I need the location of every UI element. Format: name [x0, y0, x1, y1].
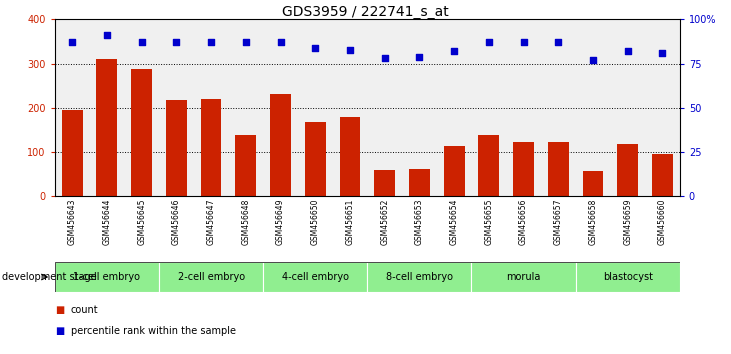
Bar — [409, 169, 430, 196]
Point — [379, 56, 390, 61]
Text: 4-cell embryo: 4-cell embryo — [281, 272, 349, 282]
Bar — [61, 110, 83, 196]
Point — [553, 40, 564, 45]
Text: development stage: development stage — [2, 272, 96, 282]
Point — [170, 40, 182, 45]
Text: GSM456652: GSM456652 — [380, 199, 389, 245]
Text: GSM456657: GSM456657 — [554, 199, 563, 245]
Bar — [374, 170, 395, 196]
Point — [656, 50, 668, 56]
Point — [67, 40, 78, 45]
Text: 2-cell embryo: 2-cell embryo — [178, 272, 245, 282]
Bar — [471, 262, 575, 292]
Bar — [166, 100, 186, 196]
Point — [587, 57, 599, 63]
Point — [101, 33, 113, 38]
Text: GSM456643: GSM456643 — [68, 199, 77, 245]
Point — [483, 40, 495, 45]
Text: GSM456644: GSM456644 — [102, 199, 111, 245]
Text: morula: morula — [507, 272, 541, 282]
Text: count: count — [71, 305, 99, 315]
Text: GSM456647: GSM456647 — [207, 199, 216, 245]
Text: GSM456653: GSM456653 — [415, 199, 424, 245]
Bar — [263, 262, 367, 292]
Bar — [576, 262, 680, 292]
Text: ■: ■ — [55, 326, 64, 336]
Text: GSM456654: GSM456654 — [450, 199, 458, 245]
Point — [622, 48, 634, 54]
Bar — [513, 142, 534, 196]
Bar — [339, 117, 360, 196]
Bar — [583, 171, 603, 196]
Bar — [617, 144, 638, 196]
Text: GSM456656: GSM456656 — [519, 199, 528, 245]
Bar — [270, 94, 291, 196]
Text: ■: ■ — [55, 305, 64, 315]
Bar — [652, 154, 673, 196]
Bar — [444, 145, 464, 196]
Text: GSM456645: GSM456645 — [137, 199, 146, 245]
Bar — [367, 262, 471, 292]
Text: GDS3959 / 222741_s_at: GDS3959 / 222741_s_at — [282, 5, 449, 19]
Bar — [478, 135, 499, 196]
Bar — [235, 135, 256, 196]
Bar — [96, 59, 117, 196]
Bar — [159, 262, 263, 292]
Point — [448, 48, 460, 54]
Point — [344, 47, 356, 52]
Text: GSM456646: GSM456646 — [172, 199, 181, 245]
Point — [205, 40, 217, 45]
Bar — [548, 142, 569, 196]
Point — [136, 40, 148, 45]
Point — [309, 45, 321, 51]
Point — [275, 40, 287, 45]
Text: GSM456658: GSM456658 — [588, 199, 597, 245]
Text: 1-cell embryo: 1-cell embryo — [73, 272, 140, 282]
Text: percentile rank within the sample: percentile rank within the sample — [71, 326, 236, 336]
Text: 8-cell embryo: 8-cell embryo — [386, 272, 453, 282]
Bar — [305, 122, 325, 196]
Point — [518, 40, 529, 45]
Point — [240, 40, 251, 45]
Bar — [200, 99, 221, 196]
Bar — [55, 262, 159, 292]
Text: GSM456660: GSM456660 — [658, 199, 667, 245]
Point — [414, 54, 425, 59]
Text: GSM456649: GSM456649 — [276, 199, 285, 245]
Text: GSM456659: GSM456659 — [624, 199, 632, 245]
Text: blastocyst: blastocyst — [603, 272, 653, 282]
Text: GSM456648: GSM456648 — [241, 199, 250, 245]
Bar — [131, 69, 152, 196]
Text: GSM456651: GSM456651 — [346, 199, 355, 245]
Text: GSM456655: GSM456655 — [485, 199, 493, 245]
Text: GSM456650: GSM456650 — [311, 199, 319, 245]
